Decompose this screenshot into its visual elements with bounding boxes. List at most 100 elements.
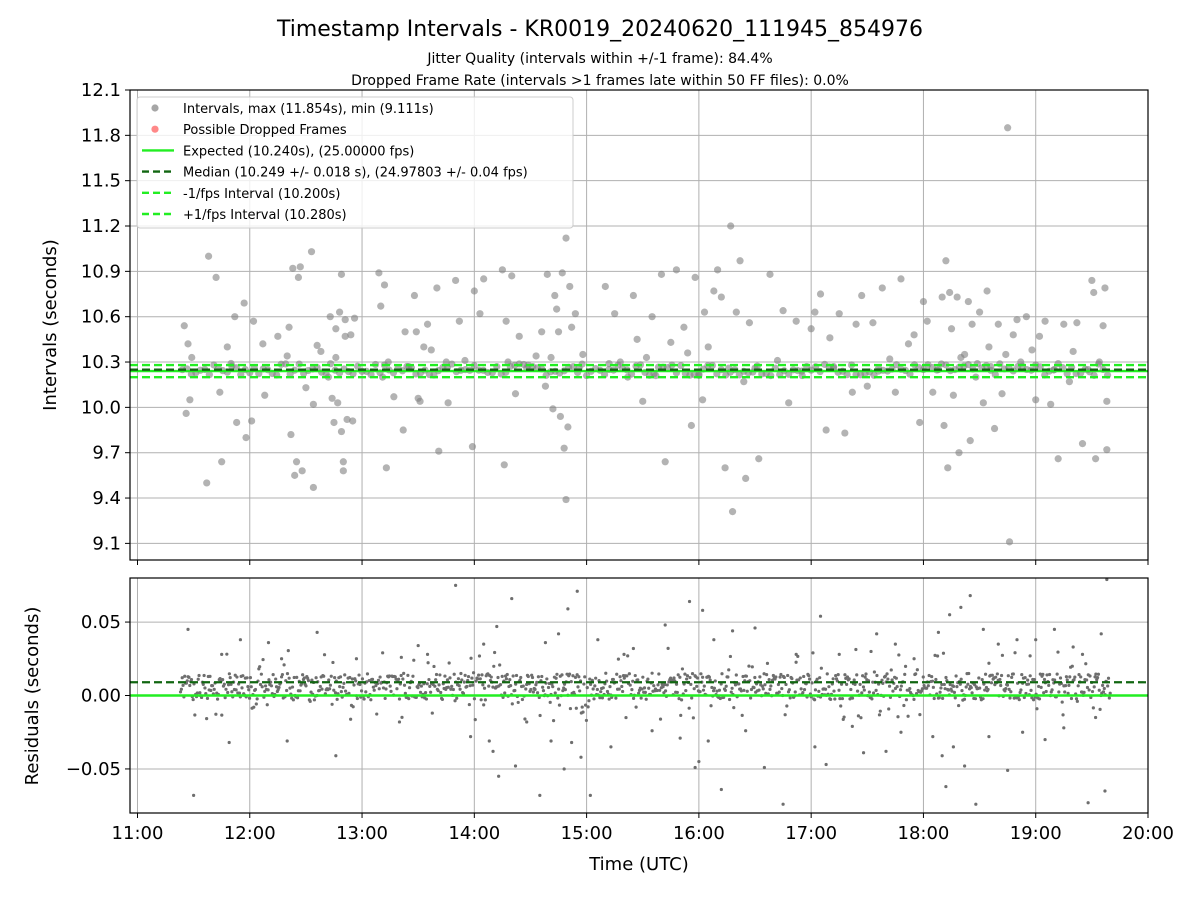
y-tick-label: 11.2 [81,216,121,237]
residual-point [699,672,703,676]
interval-point [287,430,295,439]
x-tick-label: 20:00 [1122,823,1174,844]
residual-point [480,673,484,677]
legend-label: Expected (10.240s), (25.00000 fps) [183,144,414,159]
residual-point [343,673,347,677]
residual-point [999,673,1004,678]
residual-point [701,688,706,692]
residual-point [258,682,263,687]
residual-point [663,683,667,687]
residual-point [921,675,925,679]
residual-point [1006,768,1010,773]
residual-point [621,689,625,694]
residual-point [631,696,636,701]
residual-point [1026,678,1030,682]
residual-point [850,696,855,700]
residual-point [1084,662,1088,666]
residual-point [644,697,648,701]
residual-point [376,678,381,682]
residual-point [1006,674,1010,678]
residual-point [885,672,889,676]
interval-point [627,370,636,378]
residual-point [579,755,583,759]
residual-point [730,686,734,690]
residual-point [818,676,822,680]
residual-point [406,673,410,677]
residual-point [903,664,908,669]
residual-point [898,688,903,692]
interval-point [904,340,913,348]
interval-point [564,423,572,431]
residual-point [198,691,202,695]
residual-point [462,680,466,684]
residual-point [451,687,455,692]
interval-point [259,340,267,348]
residual-point [1103,789,1107,793]
residual-point [891,689,895,693]
residual-point [365,672,370,676]
residual-point [274,685,279,689]
residual-point [867,690,871,694]
residual-point [999,683,1003,688]
residual-point [807,674,811,678]
y-tick-label: 10.6 [81,307,121,328]
y-tick-label: 9.7 [92,443,121,464]
residual-point [802,674,806,679]
residual-point [241,674,245,678]
residual-point [304,684,308,688]
residual-point [588,793,592,797]
y-tick-label: 0.00 [81,686,121,707]
residual-point [624,715,628,720]
interval-point [811,308,819,316]
residual-point [308,699,312,703]
residual-point [807,677,812,681]
residual-point [1101,690,1106,694]
interval-point [343,415,351,424]
residual-point [310,678,314,682]
residual-point [583,675,587,679]
residual-point [434,678,438,682]
residual-point [1005,683,1010,687]
residual-point [941,651,946,655]
residual-point [227,740,231,745]
legend-box [136,96,574,229]
residual-point [322,674,326,678]
residual-point [829,697,833,701]
residual-point [874,688,878,692]
residual-point [267,678,271,682]
residual-point [933,653,937,657]
residual-point [847,677,851,681]
residual-point [749,696,753,700]
residual-point [719,787,723,792]
residual-point [843,673,847,677]
residual-point [388,684,392,688]
interval-point [1035,332,1044,340]
interval-point [212,273,220,281]
residual-point [477,654,482,658]
residual-point [986,687,990,692]
residual-point [692,687,696,691]
residual-point [678,675,682,679]
residual-point [706,739,710,743]
residual-point [202,673,206,678]
residual-point [1088,674,1092,678]
residual-point [685,677,689,681]
residual-point [360,677,365,681]
residual-point [739,689,743,693]
interval-point [556,412,565,421]
residual-point [452,672,456,676]
residual-point [614,696,618,700]
y-tick-label: −0.05 [66,759,121,780]
residual-point [215,697,220,701]
residual-point [201,682,205,687]
residual-point [479,698,483,702]
interval-point [1090,288,1098,297]
interval-point [968,320,976,328]
residual-point [944,784,948,789]
residual-point [193,713,197,717]
interval-point [182,409,190,418]
residual-point [678,736,682,740]
residual-point [302,676,306,680]
residual-point [427,677,431,682]
residual-point [295,696,300,700]
